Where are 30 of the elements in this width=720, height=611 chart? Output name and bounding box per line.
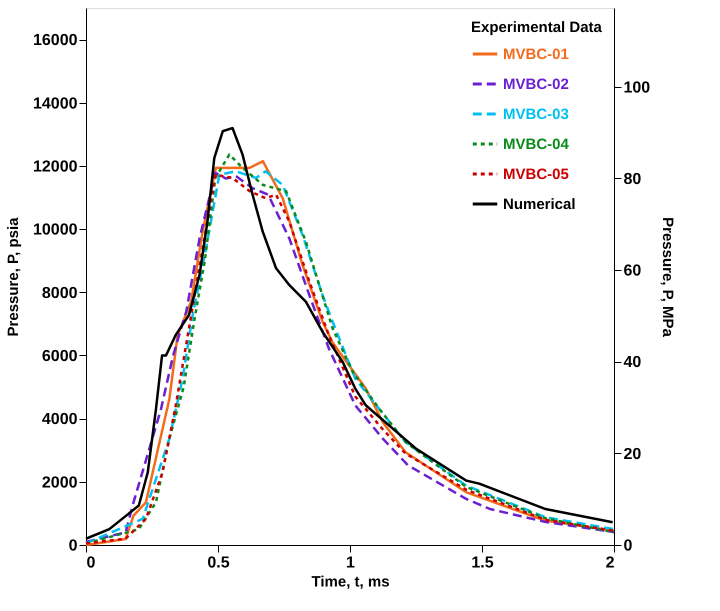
x-tick-label: 1: [346, 554, 356, 572]
legend-label: MVBC-05: [503, 166, 569, 183]
y2-tick-label: 80: [624, 170, 642, 188]
y2-axis-title: Pressure, P, MPa: [659, 217, 676, 338]
y-tick-label: 10000: [33, 222, 78, 239]
y2-tick-label: 60: [624, 262, 642, 280]
y-axis-title: Pressure, P, psia: [5, 216, 22, 336]
y-tick-label: 4000: [42, 411, 78, 428]
x-tick-label: 0: [86, 554, 96, 572]
y-tick-label: 2000: [42, 474, 78, 492]
y2-tick-label: 0: [624, 538, 632, 554]
y-tick-label: 8000: [42, 284, 78, 302]
y2-tick-label: 20: [624, 446, 642, 463]
y-tick-label: 14000: [33, 95, 78, 112]
x-axis-title: Time, t, ms: [311, 574, 390, 590]
x-tick-label: 1.5: [471, 554, 494, 572]
legend-label: MVBC-04: [503, 136, 570, 153]
legend-label: MVBC-01: [503, 46, 569, 63]
y-tick-label: 6000: [42, 348, 78, 365]
y2-tick-label: 40: [624, 354, 642, 372]
y-tick-label: 16000: [33, 32, 78, 50]
legend-label: Numerical: [503, 196, 576, 213]
y-tick-label: 0: [68, 538, 78, 554]
x-tick-label: 0.5: [207, 554, 230, 572]
legend-title: Experimental Data: [471, 19, 603, 36]
legend-label: MVBC-03: [503, 106, 569, 123]
y2-tick-label: 100: [624, 79, 650, 96]
legend-label: MVBC-02: [503, 76, 569, 93]
y-tick-label: 12000: [33, 158, 78, 176]
x-tick-label: 2: [606, 554, 615, 572]
